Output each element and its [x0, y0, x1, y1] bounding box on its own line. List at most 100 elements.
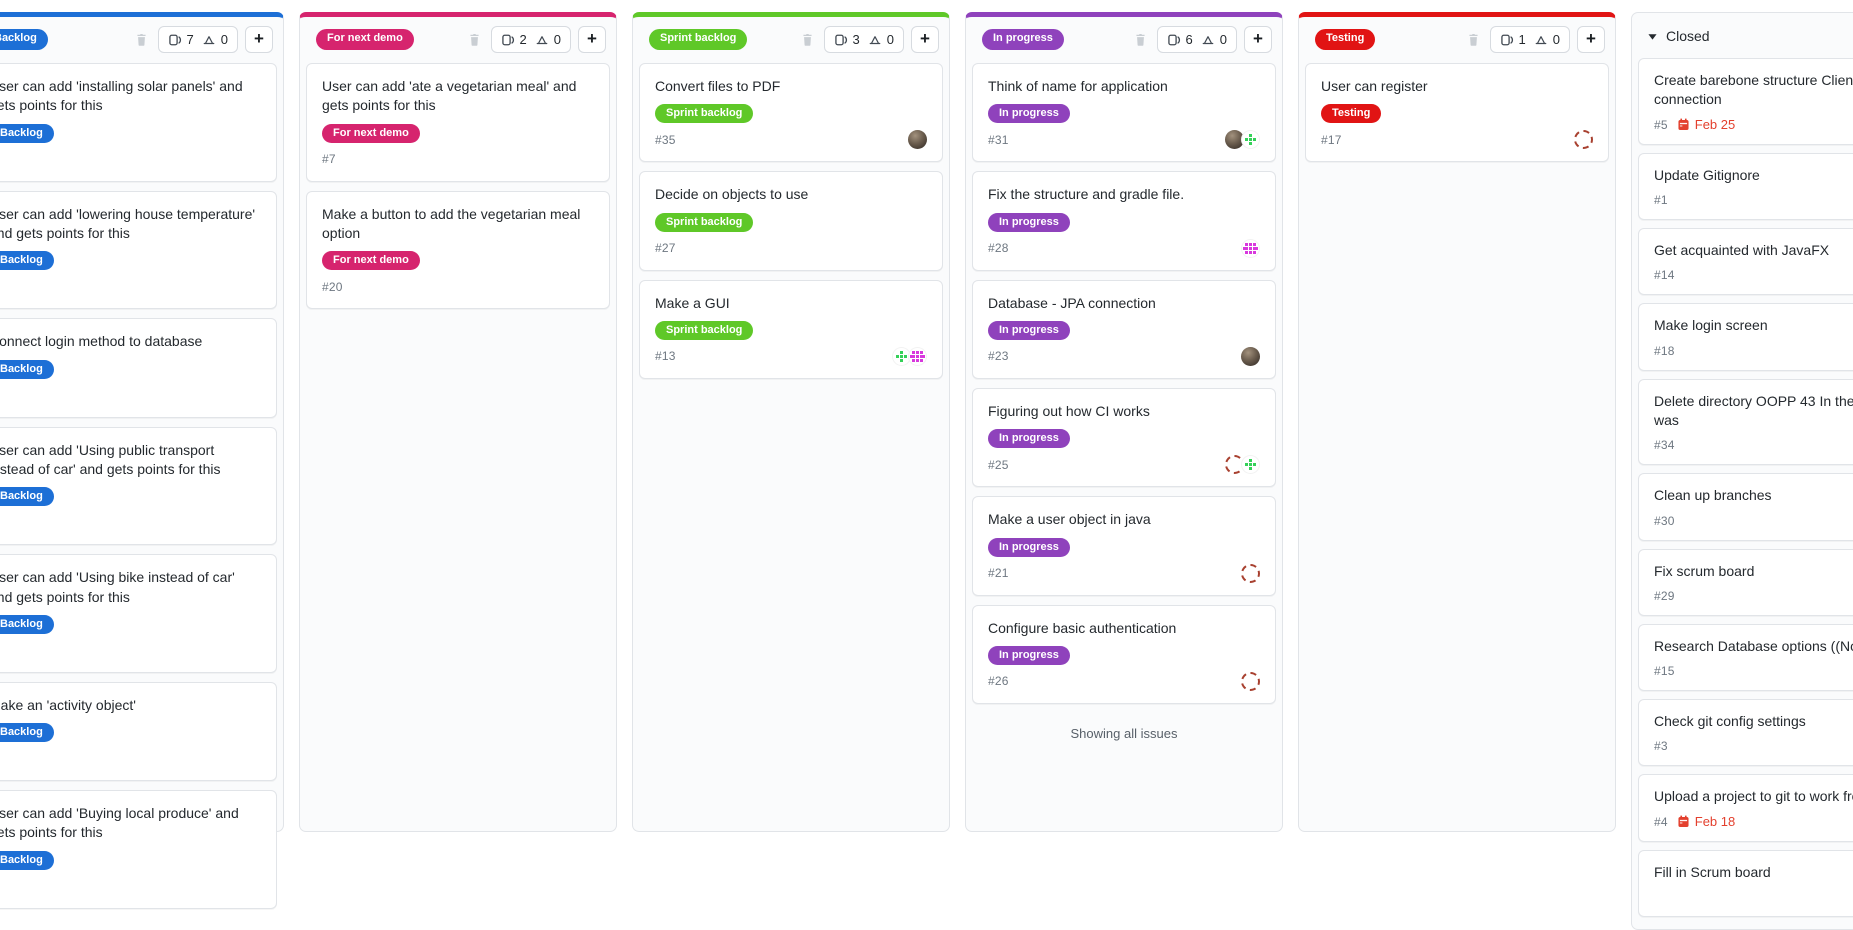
card-title: User can add 'Buying local produce' and … [0, 805, 239, 841]
card-title: Make a button to add the vegetarian meal… [322, 205, 581, 241]
issue-card[interactable]: User can add 'Using bike instead of car'… [0, 554, 277, 673]
card-meta-row: #1 [1654, 192, 1853, 208]
add-card-button[interactable]: + [1244, 26, 1272, 53]
closed-issue-card[interactable]: Fill in Scrum board [1638, 849, 1853, 918]
archived-count: 0 [1219, 32, 1227, 47]
archived-count-icon [868, 33, 882, 47]
card-labels: In progress [988, 537, 1260, 557]
closed-issue-card[interactable]: Clean up branches #30 [1638, 473, 1853, 541]
card-title: Check git config settings [1654, 713, 1806, 730]
issue-card[interactable]: Make a user object in java In progress #21 [972, 496, 1276, 596]
issue-number: #20 [322, 279, 343, 294]
closed-issue-card[interactable]: Make login screen #18 [1638, 303, 1853, 371]
closed-issue-card[interactable]: Fix scrum board #29 [1638, 548, 1853, 616]
add-card-button[interactable]: + [245, 26, 273, 53]
card-meta-row: #31 [988, 130, 1260, 150]
issue-card[interactable]: Decide on objects to use Sprint backlog #2… [639, 171, 943, 271]
card-title: Make a GUI [655, 294, 730, 311]
closed-column-toggle[interactable]: Closed [1632, 13, 1853, 56]
card-label-pill: In progress [988, 429, 1070, 449]
card-meta-row: #35 [655, 130, 927, 150]
card-list: User can add 'ate a vegetarian meal' and… [300, 61, 616, 319]
closed-column-title: Closed [1666, 28, 1710, 44]
issue-card[interactable]: User can register Testing #17 [1305, 63, 1609, 163]
issue-card[interactable]: Make a GUI Sprint backlog #13 [639, 279, 943, 379]
card-meta-row [0, 641, 261, 660]
issue-card[interactable]: User can add 'Buying local produce' and … [0, 790, 277, 909]
issue-card[interactable]: Configure basic authentication In progres… [972, 604, 1276, 704]
issue-card[interactable]: Database - JPA connection In progress #23 [972, 279, 1276, 379]
card-list: Convert files to PDF Sprint backlog #35 Dec… [633, 61, 949, 389]
card-labels: Backlog [0, 486, 261, 507]
card-meta-row: #4 Feb 18 [1654, 814, 1853, 830]
card-list: Think of name for application In progress… [966, 61, 1282, 714]
avatar-stack [1241, 346, 1260, 366]
closed-issue-card[interactable]: Update Gitignore #1 [1638, 152, 1853, 220]
closed-issue-card[interactable]: Research Database options ((No)SQL?) #15 [1638, 623, 1853, 692]
card-title: Clean up branches [1654, 487, 1772, 504]
issue-card[interactable]: Make a button to add the vegetarian meal… [306, 190, 610, 310]
column-backlog: Backlog70+User can add 'installing solar… [0, 12, 284, 909]
closed-issue-card[interactable]: Upload a project to git to work from #4 Fe… [1638, 774, 1853, 842]
trash-icon [468, 33, 481, 47]
archived-count-icon [535, 33, 549, 47]
assignee-avatar [1241, 455, 1260, 475]
assignee-avatar [908, 130, 927, 150]
card-title: Delete directory OOPP 43 In the beginnin… [1654, 392, 1853, 428]
card-title: Upload a project to git to work from [1654, 788, 1853, 805]
delete-column-button[interactable] [1128, 31, 1153, 49]
cards-count-icon [1500, 33, 1514, 47]
add-card-button[interactable]: + [911, 26, 939, 53]
cards-count-icon [834, 33, 848, 47]
archived-count-icon [202, 33, 216, 47]
issue-card[interactable]: Figuring out how CI works In progress #25 [972, 387, 1276, 488]
delete-column-button[interactable] [1461, 31, 1486, 49]
trash-icon [1467, 33, 1480, 47]
card-meta-row: #18 [1654, 343, 1853, 359]
card-meta-row: #29 [1654, 588, 1853, 604]
delete-column-button[interactable] [129, 31, 154, 49]
issue-card[interactable]: Fix the structure and gradle file. In pro… [972, 171, 1276, 271]
delete-column-button[interactable] [462, 31, 487, 49]
assignee-avatar [1574, 130, 1593, 150]
delete-column-button[interactable] [795, 31, 820, 49]
add-card-button[interactable]: + [1577, 26, 1605, 53]
card-label-pill: Backlog [0, 123, 54, 143]
closed-issue-card[interactable]: Create barebone structure Client-Server … [1638, 58, 1853, 145]
column-for-next-demo: For next demo 2 0 + User can add 'ate a vege… [299, 12, 617, 832]
issue-card[interactable]: User can add 'ate a vegetarian meal' and… [306, 63, 610, 182]
card-labels: Backlog [0, 123, 261, 143]
issue-card[interactable]: Think of name for application In progress… [972, 63, 1276, 163]
avatar-stack [1574, 130, 1593, 150]
column-name-pill: In progress [982, 29, 1064, 50]
card-title: Fill in Scrum board [1654, 863, 1771, 880]
avatar-stack [1225, 455, 1260, 475]
avatar-stack [1241, 671, 1260, 691]
closed-issue-card[interactable]: Get acquainted with JavaFX #14 [1638, 227, 1853, 296]
closed-issue-card[interactable]: Delete directory OOPP 43 In the beginnin… [1638, 378, 1853, 466]
issue-card[interactable]: Make an 'activity object' Backlog [0, 681, 277, 782]
card-labels: In progress [988, 428, 1260, 449]
closed-issue-card[interactable]: Check git config settings #3 [1638, 699, 1853, 767]
issue-card[interactable]: Convert files to PDF Sprint backlog #35 [639, 63, 943, 163]
card-labels: Backlog [0, 359, 261, 379]
archived-count-icon [1201, 33, 1215, 47]
assignee-avatar [908, 346, 927, 366]
due-date-text: Feb 25 [1694, 117, 1736, 133]
issue-card[interactable]: Connect login method to database Backlog [0, 318, 277, 418]
add-card-button[interactable]: + [578, 26, 606, 53]
card-meta-row [0, 749, 261, 768]
issue-number: #17 [1321, 132, 1342, 147]
card-title: User can add 'installing solar panels' a… [0, 78, 243, 114]
avatar-stack [1225, 130, 1260, 150]
card-title: Make an 'activity object' [0, 696, 136, 713]
issue-card[interactable]: User can add 'Using public transport ins… [0, 426, 277, 546]
card-meta-row: #25 [988, 455, 1260, 475]
calendar-icon [1677, 815, 1690, 828]
issue-card[interactable]: User can add 'lowering house temperature… [0, 190, 277, 310]
issue-card[interactable]: User can add 'installing solar panels' a… [0, 63, 277, 182]
card-label-pill: In progress [988, 104, 1070, 124]
column-testing: Testing 1 0 + User can register Testing #17 [1298, 12, 1616, 832]
issue-number: #35 [655, 132, 676, 147]
